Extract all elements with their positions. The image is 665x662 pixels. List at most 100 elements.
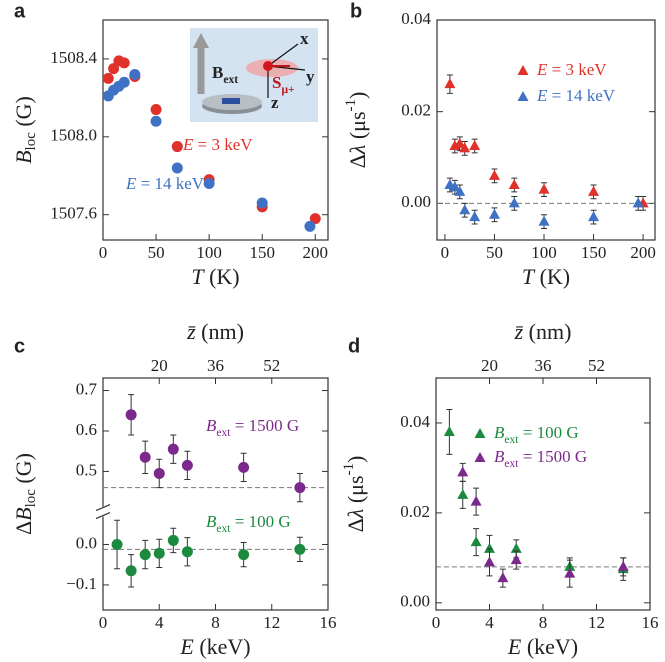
axis-break (95, 506, 111, 517)
axis-z-label: z (271, 93, 279, 112)
x-tick-label: 12 (263, 613, 280, 632)
point (238, 549, 250, 561)
x-axis-label: T (K) (191, 264, 239, 289)
point (181, 459, 193, 471)
text-part: = 100 G (231, 512, 291, 531)
x-tick-label: 150 (581, 243, 607, 262)
x-tick-label: 4 (155, 613, 164, 632)
x-tick-label: 150 (249, 243, 275, 262)
text-part: = 14 keV (136, 174, 204, 193)
point (102, 72, 114, 84)
point (459, 142, 471, 153)
point (444, 78, 456, 89)
text-part: (μs (345, 111, 370, 144)
x-axis-label: E (keV) (179, 634, 250, 659)
plot-frame (102, 19, 329, 241)
text-part: E (507, 634, 522, 659)
axis-break-mark (95, 512, 111, 520)
text-part: T (191, 264, 205, 289)
point (304, 220, 316, 232)
y-tick-label: 0.7 (76, 379, 98, 398)
y-tick-label: 0.04 (400, 412, 430, 431)
x-tick-label: 16 (320, 613, 337, 632)
text-part: B (11, 150, 36, 163)
point (497, 572, 509, 583)
y-tick-label: 0.5 (76, 460, 97, 479)
point (588, 185, 600, 196)
text-part: (keV) (194, 634, 251, 659)
point (588, 211, 600, 222)
x2-axis-label: z̄ (nm) (186, 319, 244, 344)
x-tick-label: 100 (531, 243, 557, 262)
point (457, 488, 469, 499)
x-tick-label: 200 (630, 243, 656, 262)
point (469, 140, 481, 151)
x-tick-label: 100 (196, 243, 222, 262)
point (508, 197, 520, 208)
y-tick-label: −0.1 (66, 574, 97, 593)
text-part: (keV) (521, 634, 578, 659)
point (294, 543, 306, 555)
sample-film (222, 98, 240, 104)
text-part: (nm) (196, 319, 244, 344)
x-tick-label: 0 (99, 613, 108, 632)
point (484, 556, 495, 567)
point (118, 57, 130, 69)
muon (263, 61, 273, 71)
axis-y-label: y (306, 67, 315, 86)
point (153, 547, 165, 559)
text-part: = 3 keV (547, 60, 607, 79)
text-part: Δ (345, 154, 370, 168)
x2-tick-label: 52 (588, 356, 605, 375)
legend-label: E = 14 keV (536, 86, 616, 105)
y-tick-label: 1507.6 (50, 204, 97, 223)
text-part: ) (345, 92, 370, 99)
x2-tick-label: 20 (151, 356, 168, 375)
text-part: -1 (343, 99, 359, 111)
y-axis-label: Δλ (μs-1) (343, 92, 370, 169)
point (470, 495, 482, 506)
point (118, 76, 130, 88)
point (167, 443, 179, 455)
field-label: Bext (212, 63, 238, 86)
x-tick-label: 12 (588, 613, 605, 632)
y-tick-label: 0.00 (401, 192, 431, 211)
x2-tick-label: 36 (535, 356, 552, 375)
text-part: E (536, 86, 548, 105)
axis-break-mark (95, 504, 111, 512)
spin-label: Sμ+ (272, 73, 295, 96)
point (510, 542, 522, 553)
point (167, 534, 179, 546)
legend-label: E = 14 keV (125, 174, 205, 193)
plot-frame (102, 377, 329, 611)
plot-frame (435, 377, 651, 611)
text-part: B (494, 447, 505, 466)
point (469, 211, 481, 222)
text-part: ext (216, 426, 231, 439)
legend-marker (474, 452, 486, 462)
panel-label: a (14, 0, 26, 22)
text-part: B (494, 423, 505, 442)
text-part: z̄ (186, 319, 196, 344)
text-part: E (536, 60, 548, 79)
point (617, 560, 629, 571)
y-tick-label: 0.6 (76, 420, 97, 439)
y-tick-label: 1508.0 (50, 126, 97, 145)
legend-marker (517, 65, 529, 75)
legend-label: Bext = 100 G (494, 423, 579, 446)
text-part: T (522, 264, 536, 289)
text-part: B (11, 507, 36, 520)
point (309, 213, 321, 225)
text-part: (K) (534, 264, 570, 289)
y-tick-label: 0.02 (400, 502, 430, 521)
x2-tick-label: 52 (263, 356, 280, 375)
text-part: ext (504, 433, 519, 446)
text-part: (G) (11, 453, 36, 489)
point (111, 538, 123, 550)
text-part: = 14 keV (547, 86, 615, 105)
point (238, 461, 250, 473)
text-part: = 1500 G (231, 416, 300, 435)
x-tick-label: 0 (432, 613, 441, 632)
text-part: z̄ (514, 319, 524, 344)
legend-label: Bext = 1500 G (494, 447, 587, 470)
